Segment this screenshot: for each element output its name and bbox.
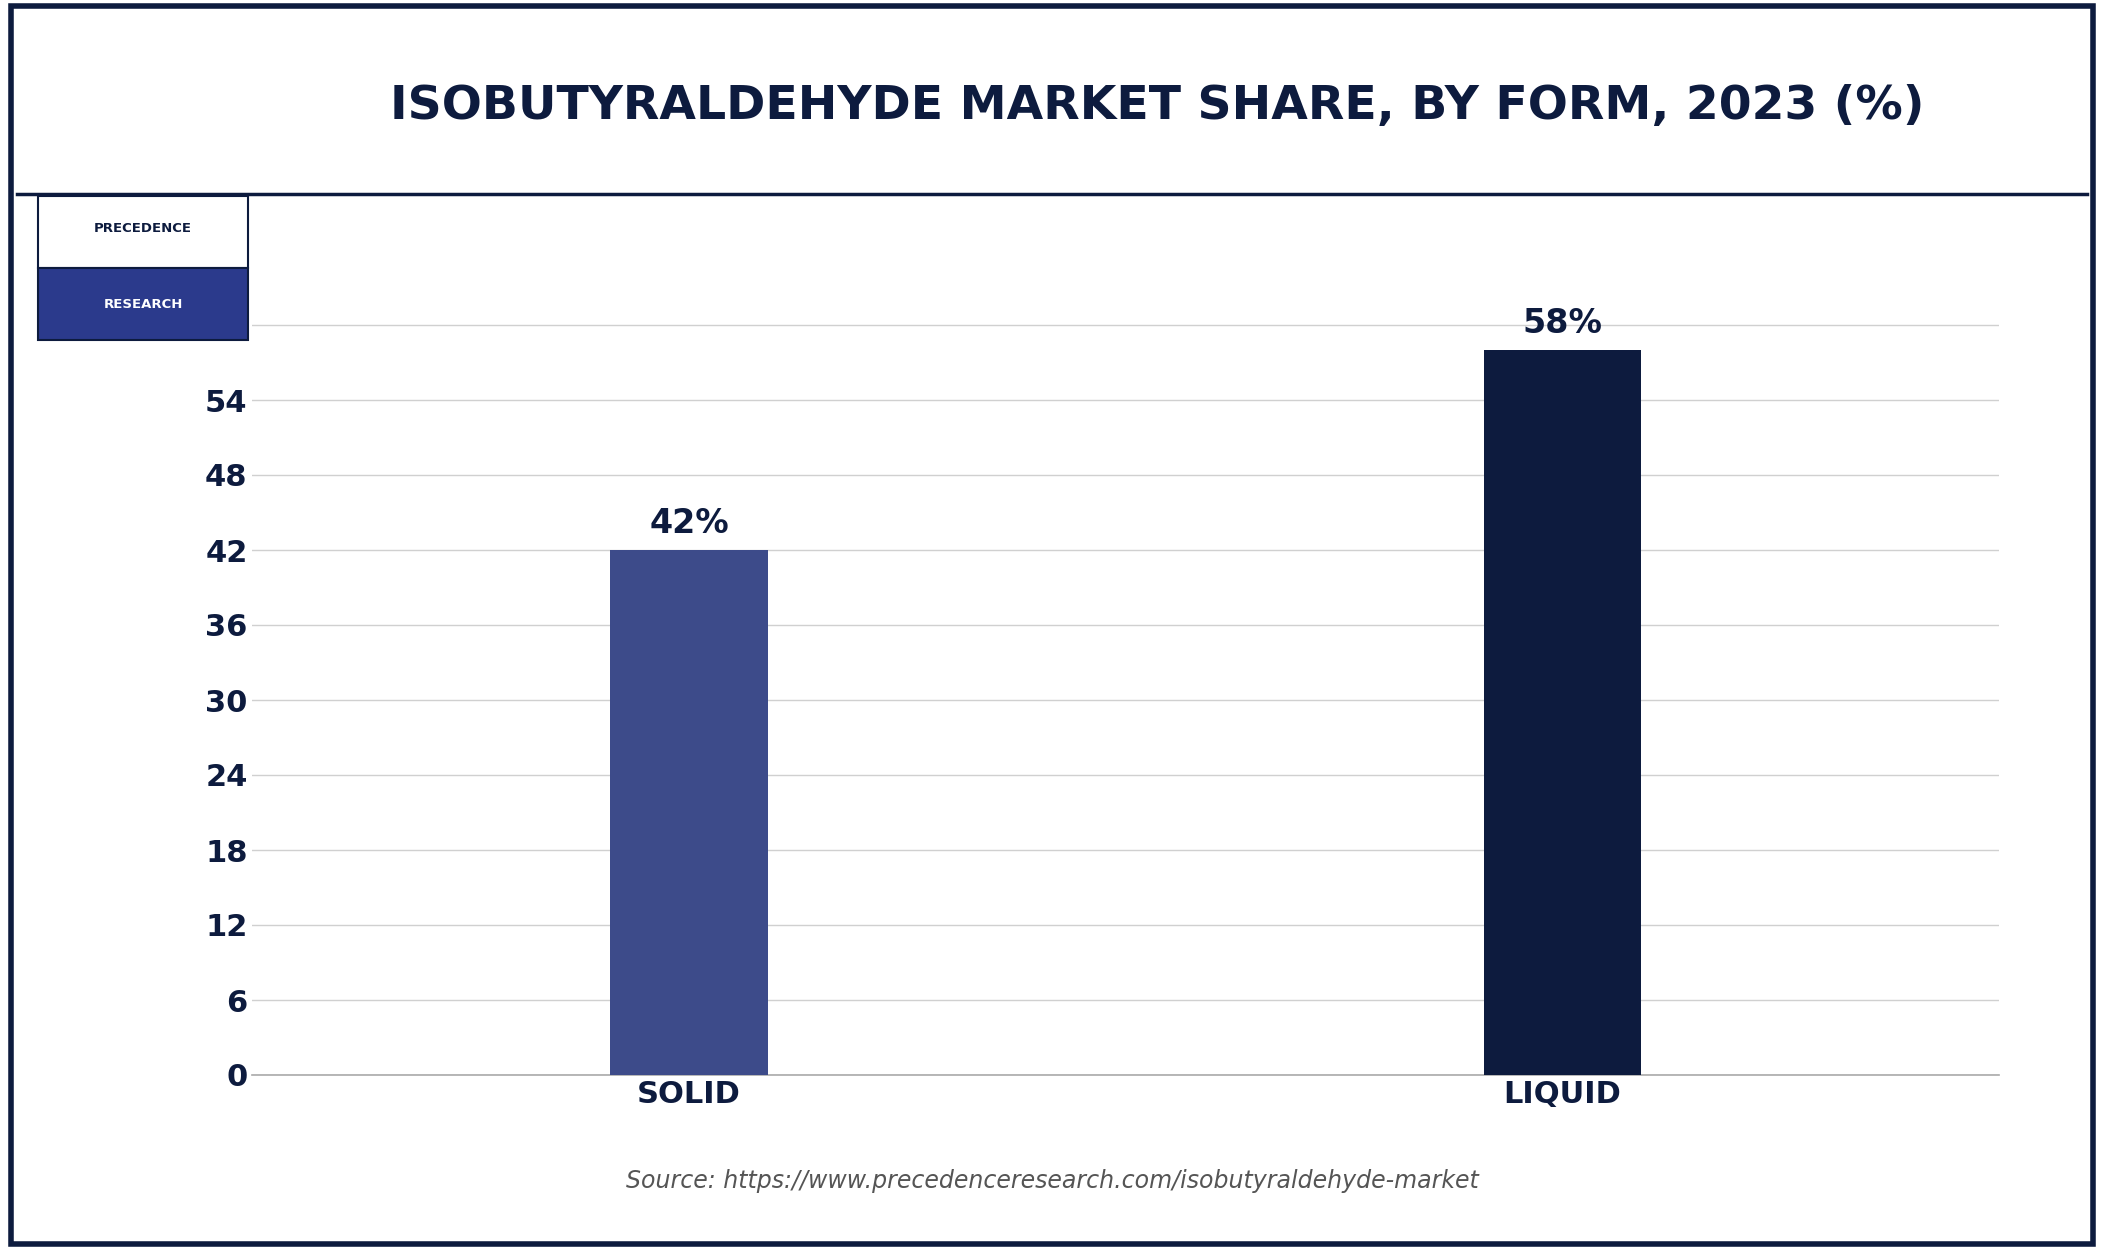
Text: ISOBUTYRALDEHYDE MARKET SHARE, BY FORM, 2023 (%): ISOBUTYRALDEHYDE MARKET SHARE, BY FORM, …: [389, 84, 1925, 129]
Text: Source: https://www.precedenceresearch.com/isobutyraldehyde-market: Source: https://www.precedenceresearch.c…: [625, 1169, 1479, 1194]
Text: 42%: 42%: [650, 508, 728, 540]
Text: PRECEDENCE: PRECEDENCE: [95, 222, 191, 235]
Text: RESEARCH: RESEARCH: [103, 298, 183, 310]
Text: 58%: 58%: [1523, 308, 1601, 340]
Bar: [610, 550, 768, 1075]
Bar: [1483, 350, 1641, 1075]
